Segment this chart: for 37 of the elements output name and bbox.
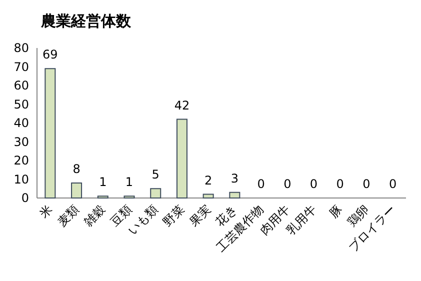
data-label: 5: [152, 168, 160, 182]
bar: [176, 118, 188, 198]
y-tick-label: 70: [14, 60, 29, 74]
bar: [71, 182, 82, 198]
y-tick-label: 50: [14, 97, 29, 112]
chart-title: 農業経営体数: [40, 12, 132, 30]
y-tick-label: 10: [14, 172, 29, 186]
data-label: 0: [257, 177, 265, 191]
data-label: 0: [389, 177, 397, 191]
y-tick-label: 40: [14, 116, 29, 130]
data-label: 3: [230, 171, 238, 186]
x-tick-label: 野菜: [160, 202, 188, 230]
data-label: 2: [204, 173, 212, 188]
y-tick-label: 60: [14, 78, 29, 92]
x-tick-label: 豆類: [108, 202, 134, 230]
y-tick-label: 30: [14, 134, 29, 149]
x-tick-label: 米: [36, 202, 56, 221]
data-label: 0: [362, 177, 370, 191]
data-label: 0: [284, 177, 292, 191]
data-label: 8: [72, 162, 80, 176]
data-label: 1: [125, 175, 134, 190]
y-tick-label: 20: [14, 154, 29, 168]
data-label: 0: [336, 177, 344, 191]
x-tick-label: 麦類: [54, 202, 82, 230]
bar: [202, 194, 214, 198]
x-tick-label: 雑穀: [81, 202, 108, 230]
data-label: 0: [310, 177, 318, 191]
data-label: 42: [174, 98, 190, 112]
bar: [44, 68, 56, 198]
x-tick-label: 果実: [186, 202, 214, 230]
y-tick-label: 80: [14, 41, 29, 55]
y-tick-label: 0: [21, 191, 29, 205]
data-label: 69: [42, 48, 58, 62]
data-label: 1: [99, 175, 107, 190]
x-tick-label: 豚: [326, 202, 346, 221]
bar: [150, 188, 162, 198]
bar: [229, 192, 240, 198]
